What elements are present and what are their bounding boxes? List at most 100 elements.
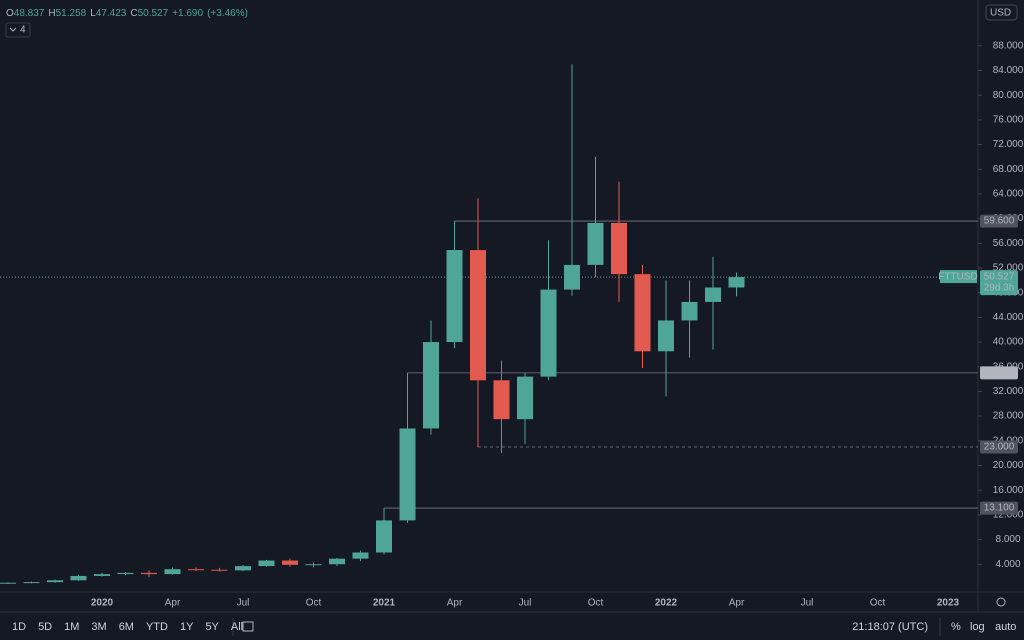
date-range-icon[interactable] <box>242 621 254 632</box>
header-field: O <box>6 8 14 19</box>
y-tick-label: 4.000 <box>995 559 1020 570</box>
candle-body <box>282 560 298 565</box>
x-tick-label: Apr <box>729 598 745 609</box>
header-field: 47.423 <box>96 8 127 19</box>
candle-body <box>0 582 16 584</box>
candle-body <box>634 274 651 352</box>
candle-body <box>399 428 416 521</box>
candle-body <box>70 575 87 581</box>
range-button[interactable]: All <box>231 621 243 633</box>
y-tick-label: 44.000 <box>993 312 1024 323</box>
x-tick-label: 2022 <box>655 598 678 609</box>
level-label-box <box>980 440 1018 454</box>
x-tick-label: Oct <box>306 598 322 609</box>
candle-body <box>587 222 604 265</box>
currency-button[interactable] <box>985 4 1018 21</box>
y-tick-label: 56.000 <box>993 238 1024 249</box>
y-tick-label: 16.000 <box>993 485 1024 496</box>
symbol-label: FTTUSD <box>938 272 977 283</box>
x-tick-label: 2021 <box>373 598 396 609</box>
candle-body <box>376 520 392 553</box>
range-button[interactable]: 5D <box>38 621 52 633</box>
range-button[interactable]: 1Y <box>180 621 194 633</box>
x-tick-label: Jul <box>237 598 250 609</box>
candle-body <box>164 569 181 575</box>
candle-body <box>705 287 721 302</box>
y-tick-label: 76.000 <box>993 114 1024 125</box>
candle-body <box>47 580 63 583</box>
range-button[interactable]: 1M <box>64 621 79 633</box>
level-label: 59.600 <box>984 216 1015 227</box>
range-button[interactable]: 1D <box>12 621 26 633</box>
y-tick-label: 40.000 <box>993 337 1024 348</box>
candle-body <box>141 572 157 575</box>
candle-body <box>493 380 510 420</box>
y-tick-label: 20.000 <box>993 460 1024 471</box>
header-field: H <box>48 8 55 19</box>
y-tick-label: 52.000 <box>993 263 1024 274</box>
header-field: L <box>90 8 96 19</box>
header-field: +1.690 <box>172 8 203 19</box>
last-price-box <box>980 270 1018 296</box>
x-tick-label: Oct <box>588 598 604 609</box>
x-tick-label: 2023 <box>937 598 960 609</box>
indicator-count: 4 <box>20 25 26 36</box>
x-tick-label: Apr <box>165 598 181 609</box>
log-toggle[interactable]: log <box>970 621 985 633</box>
y-tick-label: 68.000 <box>993 164 1024 175</box>
range-button[interactable]: 6M <box>119 621 134 633</box>
candle-body <box>470 250 486 381</box>
candle-body <box>23 582 40 584</box>
x-tick-label: Jul <box>519 598 532 609</box>
candle-body <box>117 572 134 575</box>
y-tick-label: 80.000 <box>993 90 1024 101</box>
header-field: 51.258 <box>56 8 87 19</box>
last-price-label: 50.527 <box>984 272 1015 283</box>
candle-body <box>235 566 251 571</box>
countdown: 29d 3h <box>984 283 1015 294</box>
range-button[interactable]: YTD <box>146 621 168 633</box>
y-tick-label: 88.000 <box>993 40 1024 51</box>
header-field: 48.837 <box>14 8 45 19</box>
x-tick-label: Apr <box>447 598 463 609</box>
candle-body <box>658 320 674 352</box>
candle-body <box>352 552 369 559</box>
level-label: 23.000 <box>984 442 1015 453</box>
candle-body <box>681 301 698 321</box>
y-tick-label: 8.000 <box>995 534 1020 545</box>
level-label-box <box>980 214 1018 228</box>
candle-body <box>540 289 557 377</box>
auto-toggle[interactable]: auto <box>995 621 1016 633</box>
header-field: (+3.46%) <box>207 8 248 19</box>
percent-toggle[interactable]: % <box>951 621 961 633</box>
ohlc-header: O48.837 H51.258 L47.423 C50.527 +1.690 (+3.46… <box>6 8 248 19</box>
candle-body <box>611 222 627 275</box>
level-label: 35.000 <box>984 368 1015 379</box>
settings-icon[interactable] <box>996 597 1006 607</box>
chevron <box>9 27 17 32</box>
candle-body <box>423 342 439 429</box>
header-field: 50.527 <box>138 8 169 19</box>
range-button[interactable]: 5Y <box>205 621 219 633</box>
y-tick-label: 72.000 <box>993 139 1024 150</box>
y-tick-label: 12.000 <box>993 509 1024 520</box>
candle-body <box>446 250 463 343</box>
candle-body <box>211 569 228 571</box>
symbol-box <box>940 270 977 284</box>
clock: 21:18:07 (UTC) <box>852 621 928 633</box>
candle-body <box>564 264 580 290</box>
indicator-toggle[interactable] <box>5 22 31 38</box>
candle-body <box>188 569 204 571</box>
candle-body <box>329 558 345 565</box>
level-label-box <box>980 366 1018 380</box>
y-tick-label: 32.000 <box>993 386 1024 397</box>
y-tick-label: 28.000 <box>993 411 1024 422</box>
candle-body <box>728 277 745 288</box>
candle-body <box>258 560 275 567</box>
range-button[interactable]: 3M <box>91 621 106 633</box>
x-tick-label: 2020 <box>91 598 114 609</box>
currency[interactable]: USD <box>990 8 1011 19</box>
level-label: 13.100 <box>984 503 1015 514</box>
y-tick-label: 64.000 <box>993 189 1024 200</box>
